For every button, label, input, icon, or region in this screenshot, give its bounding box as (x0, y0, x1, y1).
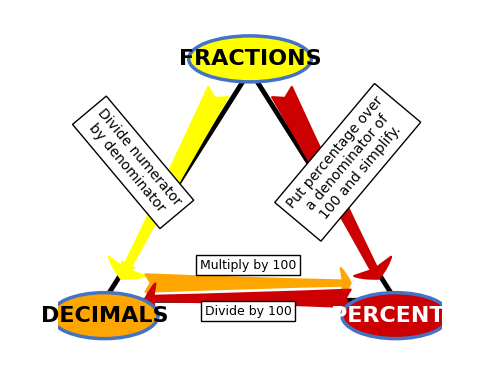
Text: Divide numerator
by denominator: Divide numerator by denominator (82, 106, 184, 219)
Text: FRACTIONS: FRACTIONS (178, 49, 322, 69)
Text: Divide by 100: Divide by 100 (204, 305, 292, 318)
Ellipse shape (188, 36, 312, 82)
Ellipse shape (342, 293, 450, 339)
Ellipse shape (50, 293, 158, 339)
Text: Put percentage over
a denominator of
100 and simplify.: Put percentage over a denominator of 100… (284, 93, 411, 231)
Text: Multiply by 100: Multiply by 100 (200, 259, 296, 272)
Text: DECIMALS: DECIMALS (40, 306, 168, 326)
Text: PERCENTS: PERCENTS (331, 306, 460, 326)
